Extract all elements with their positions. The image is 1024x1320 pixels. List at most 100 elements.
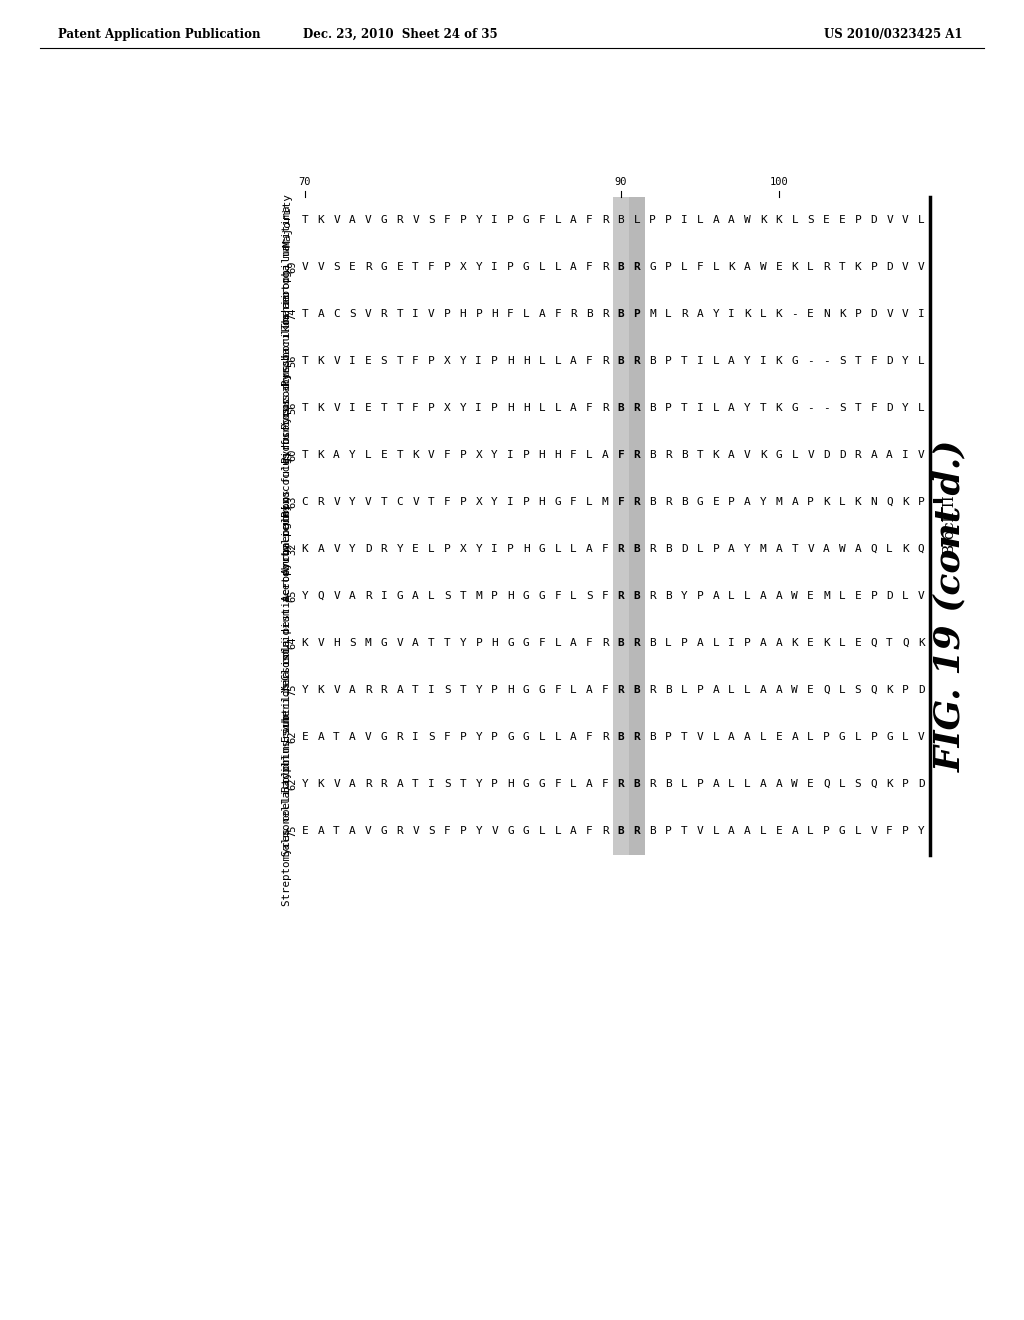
Text: E: E bbox=[775, 826, 782, 836]
Text: P: P bbox=[523, 450, 529, 459]
Text: E: E bbox=[381, 450, 387, 459]
Text: D: D bbox=[886, 403, 893, 413]
Text: B: B bbox=[649, 403, 656, 413]
Text: P: P bbox=[823, 826, 829, 836]
Text: P: P bbox=[443, 309, 451, 319]
Text: A: A bbox=[570, 356, 577, 366]
Text: P: P bbox=[475, 309, 482, 319]
Text: R: R bbox=[681, 309, 687, 319]
Text: F: F bbox=[586, 826, 593, 836]
Text: H: H bbox=[539, 450, 546, 459]
Text: K: K bbox=[302, 638, 308, 648]
Text: K: K bbox=[823, 638, 829, 648]
Text: L: L bbox=[728, 779, 735, 789]
Text: 56: 56 bbox=[288, 355, 297, 367]
Text: P: P bbox=[823, 733, 829, 742]
Text: P: P bbox=[460, 498, 466, 507]
Text: B: B bbox=[634, 544, 640, 554]
Text: B: B bbox=[617, 309, 625, 319]
Text: R: R bbox=[634, 498, 640, 507]
Text: K: K bbox=[792, 261, 798, 272]
Text: I: I bbox=[475, 356, 482, 366]
Text: L: L bbox=[839, 591, 846, 601]
Text: A: A bbox=[570, 261, 577, 272]
Text: Y: Y bbox=[460, 356, 466, 366]
Text: V: V bbox=[396, 638, 403, 648]
Text: -: - bbox=[823, 356, 829, 366]
Text: T: T bbox=[855, 356, 861, 366]
Text: G: G bbox=[886, 733, 893, 742]
Text: F: F bbox=[554, 685, 561, 696]
Text: FIG. 19 (cont'd.): FIG. 19 (cont'd.) bbox=[933, 440, 967, 772]
Text: R: R bbox=[634, 261, 640, 272]
Text: P: P bbox=[492, 733, 498, 742]
Text: T: T bbox=[413, 261, 419, 272]
Text: G: G bbox=[523, 733, 529, 742]
Text: B: B bbox=[665, 779, 672, 789]
Text: A: A bbox=[570, 403, 577, 413]
Text: L: L bbox=[744, 685, 751, 696]
Text: A: A bbox=[775, 685, 782, 696]
Text: 63: 63 bbox=[288, 496, 297, 508]
Text: G: G bbox=[554, 498, 561, 507]
Text: V: V bbox=[333, 685, 340, 696]
Text: V: V bbox=[696, 826, 703, 836]
Text: A: A bbox=[317, 826, 325, 836]
Text: A: A bbox=[696, 638, 703, 648]
Text: W: W bbox=[792, 685, 798, 696]
Text: V: V bbox=[413, 498, 419, 507]
Text: F: F bbox=[617, 498, 625, 507]
Text: Dec. 23, 2010  Sheet 24 of 35: Dec. 23, 2010 Sheet 24 of 35 bbox=[303, 28, 498, 41]
Text: A: A bbox=[570, 826, 577, 836]
Text: Y: Y bbox=[744, 544, 751, 554]
Text: P: P bbox=[902, 826, 908, 836]
Text: R: R bbox=[381, 779, 387, 789]
Text: I: I bbox=[681, 215, 687, 224]
Text: G: G bbox=[839, 733, 846, 742]
Text: Majority: Majority bbox=[283, 193, 293, 247]
Text: G: G bbox=[839, 826, 846, 836]
Text: P: P bbox=[744, 638, 751, 648]
Text: R: R bbox=[381, 685, 387, 696]
Text: V: V bbox=[886, 309, 893, 319]
Text: L: L bbox=[713, 826, 719, 836]
Text: R: R bbox=[381, 309, 387, 319]
Text: W: W bbox=[839, 544, 846, 554]
Text: 75: 75 bbox=[288, 684, 297, 696]
Text: L: L bbox=[428, 591, 435, 601]
Text: K: K bbox=[775, 403, 782, 413]
Text: V: V bbox=[365, 215, 372, 224]
Text: Q: Q bbox=[870, 685, 878, 696]
Text: 70: 70 bbox=[299, 177, 311, 187]
Text: P: P bbox=[665, 356, 672, 366]
Text: G: G bbox=[381, 638, 387, 648]
Text: T: T bbox=[396, 450, 403, 459]
Text: R: R bbox=[396, 826, 403, 836]
Text: D: D bbox=[886, 261, 893, 272]
Text: A: A bbox=[728, 826, 735, 836]
Text: B: B bbox=[634, 591, 640, 601]
Text: G: G bbox=[507, 638, 514, 648]
Text: D: D bbox=[681, 544, 687, 554]
Text: T: T bbox=[413, 779, 419, 789]
Text: P: P bbox=[460, 733, 466, 742]
Text: S: S bbox=[381, 356, 387, 366]
Text: K: K bbox=[317, 356, 325, 366]
Text: K: K bbox=[760, 215, 767, 224]
Text: F: F bbox=[586, 215, 593, 224]
Text: V: V bbox=[918, 591, 925, 601]
Text: L: L bbox=[713, 733, 719, 742]
Text: P: P bbox=[428, 403, 435, 413]
Text: I: I bbox=[413, 309, 419, 319]
Text: I: I bbox=[918, 309, 925, 319]
Text: S: S bbox=[839, 403, 846, 413]
Text: A: A bbox=[760, 591, 767, 601]
Text: V: V bbox=[365, 309, 372, 319]
Text: B: B bbox=[586, 309, 593, 319]
Text: L: L bbox=[539, 733, 546, 742]
Text: S: S bbox=[839, 356, 846, 366]
Text: Y: Y bbox=[302, 685, 308, 696]
Text: V: V bbox=[365, 733, 372, 742]
Text: H: H bbox=[507, 685, 514, 696]
Text: M: M bbox=[775, 498, 782, 507]
